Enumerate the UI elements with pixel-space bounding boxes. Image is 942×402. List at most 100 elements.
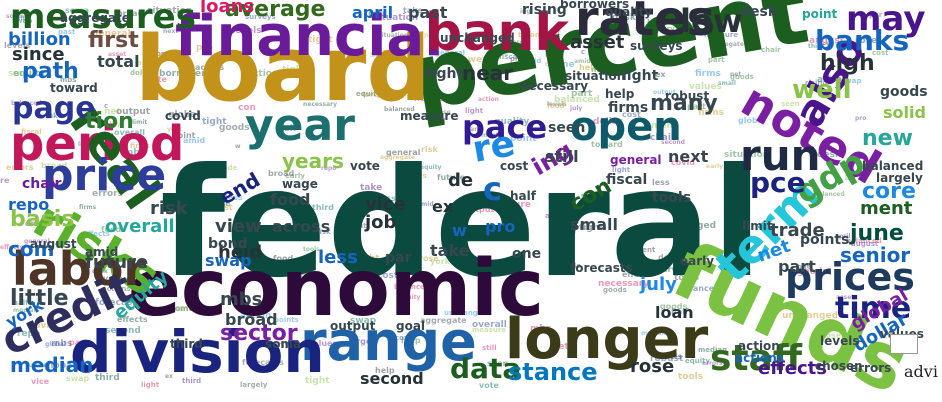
- filler-word: seen: [781, 100, 800, 108]
- cloud-word-job: job: [364, 212, 397, 233]
- filler-word: effects: [0, 244, 23, 251]
- cloud-word-tion: tion: [85, 109, 134, 134]
- cloud-word-future: future: [85, 252, 148, 273]
- filler-word: one: [25, 219, 42, 228]
- filler-word: vote: [147, 75, 168, 84]
- filler-word: par: [30, 154, 41, 161]
- filler-word: still: [482, 344, 497, 352]
- filler-word: soma: [170, 304, 194, 313]
- filler-word: third: [808, 43, 824, 50]
- filler-word: amid: [522, 57, 541, 65]
- filler-word: unchanged: [782, 311, 838, 321]
- filler-word: tools: [678, 372, 703, 382]
- filler-word: third: [95, 373, 120, 383]
- filler-word: effects: [117, 315, 148, 324]
- cloud-word-range: range: [300, 310, 477, 373]
- cloud-word-goal: goal: [396, 319, 425, 333]
- filler-word: action: [478, 96, 499, 103]
- cloud-word-trade: trade: [770, 220, 825, 241]
- filler-word: necessary: [635, 25, 675, 33]
- filler-word: still: [370, 50, 389, 60]
- cloud-word-balanced: balanced: [862, 159, 923, 173]
- filler-word: less: [225, 193, 243, 202]
- filler-word: measure: [472, 326, 506, 334]
- filler-word: toward: [500, 39, 524, 46]
- cloud-word-goods: goods: [880, 84, 928, 100]
- cloud-word-errors: errors: [850, 361, 891, 375]
- cloud-word-broad: broad: [225, 310, 278, 329]
- cloud-word-open: open: [570, 104, 682, 150]
- filler-word: ex: [655, 70, 666, 79]
- cloud-word-desk: desk: [740, 4, 778, 20]
- filler-word: swap: [12, 17, 32, 25]
- filler-word: part: [353, 199, 370, 207]
- cloud-word-still: still: [545, 147, 579, 166]
- filler-word: output: [116, 107, 151, 117]
- filler-word: global: [44, 361, 75, 371]
- cloud-word-near: near: [462, 61, 513, 85]
- cloud-word-cost: cost: [500, 159, 529, 173]
- filler-word: chair: [761, 46, 781, 54]
- filler-word: general: [92, 29, 131, 39]
- cloud-word-next: next: [668, 147, 709, 166]
- cloud-word-risk: risk: [150, 198, 189, 219]
- filler-word: equity: [685, 357, 710, 365]
- filler-word: rose: [436, 109, 451, 116]
- filler-word: third: [312, 203, 334, 212]
- filler-word: risk: [277, 124, 297, 134]
- cloud-word-tight: tight: [425, 66, 463, 82]
- filler-word: median: [698, 346, 727, 354]
- filler-word: global: [45, 341, 66, 348]
- cloud-word-page: page: [12, 91, 96, 126]
- cloud-word-time: time: [835, 291, 911, 326]
- filler-word: surveys: [396, 172, 427, 180]
- cloud-word-run: run: [740, 131, 821, 180]
- filler-word: april: [430, 118, 445, 125]
- cloud-word-path: path: [22, 59, 79, 84]
- cloud-word-points: points: [800, 232, 849, 248]
- cloud-word-economic: economic: [128, 244, 544, 334]
- filler-word: rose: [213, 200, 230, 208]
- filler-word: less: [652, 178, 670, 187]
- filler-word: dollar: [130, 69, 153, 77]
- filler-word: broad: [268, 169, 295, 178]
- filler-word: second: [637, 228, 673, 238]
- filler-word: york: [167, 126, 183, 133]
- cloud-word-general: general: [610, 153, 662, 167]
- filler-word: equity: [420, 164, 442, 171]
- filler-word: risk: [316, 228, 331, 236]
- filler-word: firms: [79, 204, 97, 211]
- filler-word: past: [213, 203, 233, 212]
- filler-word: soma: [6, 13, 24, 20]
- filler-word: second: [143, 50, 171, 58]
- filler-word: action: [247, 69, 278, 79]
- cloud-word-average: average: [225, 0, 325, 22]
- filler-word: values: [689, 82, 722, 92]
- filler-word: largely: [240, 381, 268, 389]
- filler-word: par: [869, 11, 883, 19]
- cloud-word-output: output: [330, 319, 376, 333]
- cloud-word-early: early: [680, 254, 714, 268]
- cloud-word-labor: labor: [12, 242, 146, 296]
- cloud-word-vice: vice: [365, 194, 406, 215]
- filler-word: errors: [6, 163, 34, 172]
- filler-word: mbs: [368, 9, 387, 18]
- filler-word: light: [141, 381, 160, 389]
- filler-word: one: [797, 263, 812, 271]
- cloud-word-financial: financial: [175, 4, 443, 69]
- filler-word: surveys: [245, 13, 276, 21]
- filler-word: overall: [472, 320, 507, 330]
- filler-word: general: [435, 49, 465, 57]
- filler-word: points: [274, 316, 299, 324]
- filler-word: balanced: [11, 100, 42, 107]
- cloud-word-view: view: [215, 216, 262, 237]
- cloud-word-little: little: [10, 286, 69, 311]
- filler-word: early: [285, 172, 305, 180]
- cloud-word-board: board: [135, 17, 431, 122]
- filler-word: seen: [487, 359, 509, 368]
- filler-word: median: [13, 307, 38, 314]
- cloud-word-firms: firms: [608, 100, 648, 116]
- filler-word: next: [163, 28, 178, 35]
- filler-word: unchanged: [660, 221, 716, 231]
